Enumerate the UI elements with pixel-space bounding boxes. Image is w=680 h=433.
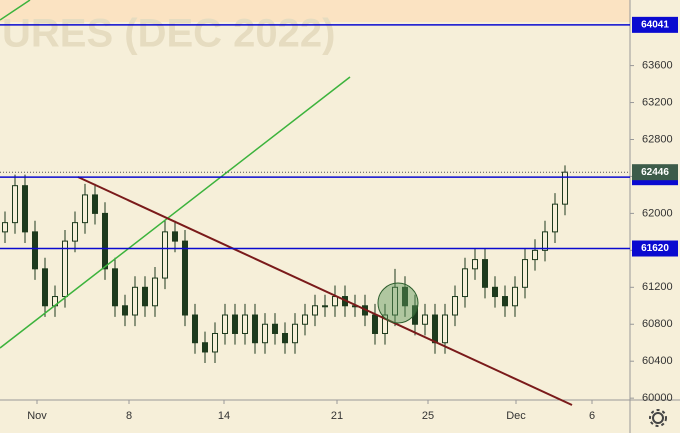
candle-body	[172, 231, 178, 242]
candle-body	[432, 314, 438, 344]
candle-body	[142, 286, 148, 307]
level-label: 61620	[641, 243, 669, 254]
candle-body	[452, 296, 458, 316]
last-price-label: 62446	[641, 167, 669, 178]
candle-body	[282, 332, 288, 344]
candle-body	[262, 323, 268, 344]
y-tick-label: 60000	[642, 392, 673, 404]
candle-body	[232, 314, 238, 334]
watermark: URES (DEC 2022)	[2, 12, 335, 56]
level-label-box	[632, 240, 678, 257]
green-trendline	[0, 0, 31, 21]
candle-body	[62, 240, 68, 298]
candle-body	[112, 268, 118, 307]
candle-body	[382, 314, 388, 334]
candle-body	[332, 296, 338, 307]
level-label: 64041	[641, 19, 669, 30]
candle-body	[502, 296, 508, 307]
green-trendline	[0, 76, 351, 349]
x-tick-label: 14	[218, 410, 230, 422]
candle-body	[152, 277, 158, 307]
candle-body	[542, 231, 548, 251]
y-tick-label: 60400	[642, 355, 673, 367]
candle-body	[442, 314, 448, 344]
level-label-box	[632, 16, 678, 33]
candle-body	[82, 194, 88, 224]
candle-body	[202, 342, 208, 353]
candle-body	[532, 249, 538, 261]
y-tick-label: 63200	[642, 96, 673, 108]
candle-body	[392, 286, 398, 316]
y-tick-label: 62000	[642, 207, 673, 219]
candle-body	[72, 222, 78, 242]
candle-body	[522, 259, 528, 288]
candle-body	[462, 268, 468, 298]
x-tick-label: 8	[126, 410, 132, 422]
candle-body	[322, 305, 328, 308]
candle-body	[372, 314, 378, 334]
candle-body	[32, 231, 38, 270]
plot	[2, 165, 568, 364]
candle-body	[122, 305, 128, 316]
y-tick-label: 60800	[642, 318, 673, 330]
candle-body	[552, 203, 558, 233]
y-tick-label: 62800	[642, 133, 673, 145]
settings-icon[interactable]	[649, 409, 667, 427]
x-tick-label: 6	[589, 410, 595, 422]
candle-body	[12, 185, 18, 224]
candle-body	[92, 194, 98, 214]
candle-body	[182, 240, 188, 316]
x-tick-label: Dec	[506, 410, 526, 422]
candle-body	[212, 332, 218, 353]
x-tick-label: 21	[331, 410, 343, 422]
candle-body	[302, 314, 308, 325]
candle-body	[222, 314, 228, 334]
candle-body	[2, 222, 8, 233]
candle-body	[412, 305, 418, 325]
red-trendline	[77, 176, 573, 406]
candle-body	[512, 286, 518, 307]
candle-body	[492, 286, 498, 298]
top-band	[0, 0, 630, 22]
last-price-box	[632, 164, 678, 181]
candle-body	[132, 286, 138, 316]
candle-body	[422, 314, 428, 325]
y-tick-label: 63600	[642, 59, 673, 71]
candle-body	[192, 314, 198, 344]
candle-body	[482, 259, 488, 288]
candle-body	[162, 231, 168, 279]
candle-body	[272, 323, 278, 334]
y-tick-label: 61200	[642, 281, 673, 293]
candle-body	[22, 185, 28, 233]
candle-body	[402, 286, 408, 307]
candle-body	[242, 314, 248, 334]
candle-body	[292, 323, 298, 344]
candle-body	[102, 212, 108, 270]
candle-body	[312, 305, 318, 316]
candle-body	[42, 268, 48, 307]
highlight-circle	[377, 282, 419, 324]
candle-body	[472, 259, 478, 270]
candle-body	[252, 314, 258, 344]
x-tick-label: Nov	[27, 410, 47, 422]
x-tick-label: 25	[422, 410, 434, 422]
